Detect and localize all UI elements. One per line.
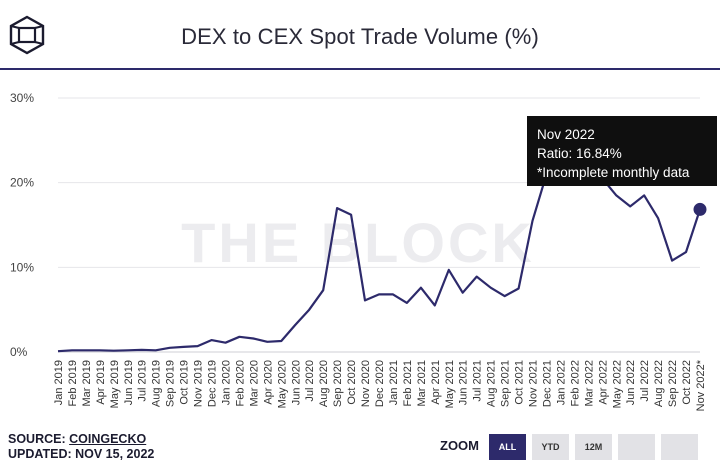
x-tick-label: Jul 2019 bbox=[137, 360, 149, 402]
x-tick-label: Sep 2020 bbox=[332, 360, 344, 407]
zoom-all-button[interactable]: ALL bbox=[489, 434, 526, 460]
x-tick-label: Nov 2022* bbox=[695, 359, 707, 411]
x-tick-label: May 2022 bbox=[611, 360, 623, 408]
x-tick-label: Jun 2020 bbox=[290, 360, 302, 405]
x-tick-label: Mar 2020 bbox=[248, 360, 260, 406]
x-tick-label: Dec 2020 bbox=[374, 360, 386, 407]
x-tick-label: Apr 2021 bbox=[430, 360, 442, 405]
x-tick-label: Jan 2022 bbox=[555, 360, 567, 405]
y-tick-label: 30% bbox=[10, 91, 34, 105]
tooltip: Nov 2022 Ratio: 16.84% *Incomplete month… bbox=[527, 116, 717, 186]
x-tick-label: Mar 2022 bbox=[583, 360, 595, 406]
zoom-option-4-button[interactable] bbox=[618, 434, 655, 460]
x-tick-label: May 2021 bbox=[444, 360, 456, 408]
x-tick-label: Apr 2020 bbox=[262, 360, 274, 405]
x-tick-label: Jul 2022 bbox=[639, 360, 651, 402]
x-tick-label: Jan 2021 bbox=[388, 360, 400, 405]
line-chart[interactable]: THE BLOCK 0%10%20%30% Jan 2019 Feb 2019 Ma… bbox=[0, 0, 720, 430]
tooltip-note: *Incomplete monthly data bbox=[537, 165, 690, 180]
x-tick-label: Sep 2019 bbox=[165, 360, 177, 407]
y-tick-label: 10% bbox=[10, 260, 34, 274]
x-tick-label: Nov 2019 bbox=[193, 360, 205, 407]
x-tick-label: Dec 2021 bbox=[541, 360, 553, 407]
x-tick-label: Aug 2019 bbox=[151, 360, 163, 407]
x-tick-label: Mar 2019 bbox=[81, 360, 93, 406]
x-tick-label: Jul 2020 bbox=[304, 360, 316, 402]
x-tick-label: Aug 2021 bbox=[486, 360, 498, 407]
y-tick-label: 20% bbox=[10, 176, 34, 190]
updated-date: UPDATED: NOV 15, 2022 bbox=[8, 447, 155, 461]
zoom-ytd-button[interactable]: YTD bbox=[532, 434, 569, 460]
source-prefix: SOURCE: bbox=[8, 432, 70, 446]
zoom-option-5-button[interactable] bbox=[661, 434, 698, 460]
x-tick-label: Sep 2022 bbox=[667, 360, 679, 407]
x-tick-label: Apr 2019 bbox=[95, 360, 107, 405]
watermark: THE BLOCK bbox=[181, 211, 535, 274]
x-tick-label: Jun 2019 bbox=[123, 360, 135, 405]
zoom-label: ZOOM bbox=[440, 438, 479, 453]
x-tick-label: Jan 2020 bbox=[220, 360, 232, 405]
x-tick-label: Mar 2021 bbox=[416, 360, 428, 406]
x-tick-label: Jan 2019 bbox=[53, 360, 65, 405]
x-tick-label: Nov 2020 bbox=[360, 360, 372, 407]
the-block-cube-logo-icon bbox=[9, 15, 45, 55]
x-tick-label: Sep 2021 bbox=[500, 360, 512, 407]
x-tick-label: Nov 2021 bbox=[528, 360, 540, 407]
x-tick-label: Aug 2020 bbox=[318, 360, 330, 407]
title-divider bbox=[0, 68, 720, 70]
x-tick-label: Dec 2019 bbox=[207, 360, 219, 407]
source-link[interactable]: COINGECKO bbox=[69, 432, 147, 446]
x-tick-label: Oct 2022 bbox=[681, 360, 693, 405]
highlight-point[interactable] bbox=[693, 202, 707, 216]
x-tick-label: Feb 2020 bbox=[234, 360, 246, 406]
x-tick-label: Oct 2020 bbox=[346, 360, 358, 405]
y-tick-label: 0% bbox=[10, 345, 28, 359]
footer-source: SOURCE: COINGECKO UPDATED: NOV 15, 2022 bbox=[8, 432, 154, 462]
x-tick-label: May 2019 bbox=[109, 360, 121, 408]
page-title: DEX to CEX Spot Trade Volume (%) bbox=[181, 24, 539, 49]
tooltip-date: Nov 2022 bbox=[537, 127, 595, 142]
x-tick-label: Jun 2022 bbox=[625, 360, 637, 405]
x-tick-label: Feb 2021 bbox=[402, 360, 414, 406]
x-tick-label: Feb 2022 bbox=[569, 360, 581, 406]
tooltip-ratio: Ratio: 16.84% bbox=[537, 146, 622, 161]
x-tick-label: Jun 2021 bbox=[458, 360, 470, 405]
x-tick-label: Oct 2019 bbox=[179, 360, 191, 405]
x-tick-label: Apr 2022 bbox=[597, 360, 609, 405]
x-tick-label: May 2020 bbox=[276, 360, 288, 408]
x-tick-label: Aug 2022 bbox=[653, 360, 665, 407]
x-tick-label: Oct 2021 bbox=[514, 360, 526, 405]
x-tick-label: Feb 2019 bbox=[67, 360, 79, 406]
zoom-12m-button[interactable]: 12M bbox=[575, 434, 612, 460]
x-tick-label: Jul 2021 bbox=[472, 360, 484, 402]
